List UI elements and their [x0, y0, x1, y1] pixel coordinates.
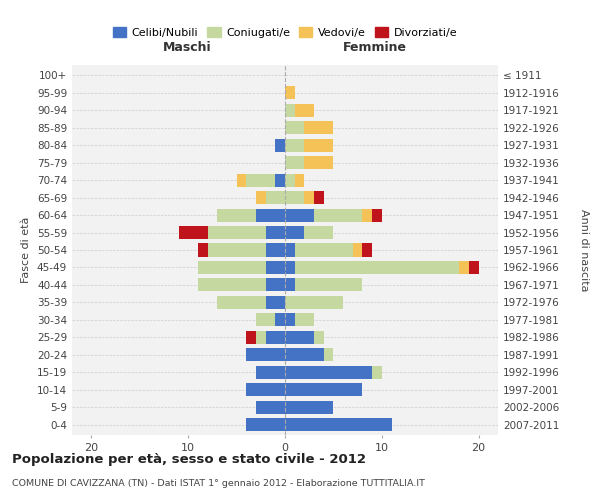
Bar [256, 330, 266, 344]
Bar [295, 314, 314, 326]
Bar [266, 278, 285, 291]
Bar [285, 156, 304, 170]
Legend: Celibi/Nubili, Coniugati/e, Vedovi/e, Divorziati/e: Celibi/Nubili, Coniugati/e, Vedovi/e, Di… [109, 22, 461, 42]
Bar [285, 138, 304, 152]
Bar [208, 244, 266, 256]
Bar [285, 191, 304, 204]
Bar [285, 174, 295, 186]
Bar [198, 278, 266, 291]
Bar [266, 330, 285, 344]
Bar [285, 348, 324, 362]
Bar [285, 383, 362, 396]
Bar [285, 261, 295, 274]
Bar [179, 226, 208, 239]
Text: Maschi: Maschi [163, 41, 211, 54]
Bar [295, 104, 314, 117]
Y-axis label: Fasce di età: Fasce di età [22, 217, 31, 283]
Bar [285, 314, 295, 326]
Bar [236, 174, 246, 186]
Bar [285, 366, 372, 378]
Bar [285, 330, 314, 344]
Bar [304, 138, 334, 152]
Bar [314, 330, 324, 344]
Bar [459, 261, 469, 274]
Bar [256, 366, 285, 378]
Bar [266, 244, 285, 256]
Bar [246, 348, 285, 362]
Bar [362, 208, 372, 222]
Bar [285, 226, 304, 239]
Bar [372, 208, 382, 222]
Bar [304, 191, 314, 204]
Bar [353, 244, 362, 256]
Bar [295, 278, 362, 291]
Bar [198, 261, 266, 274]
Bar [285, 418, 392, 431]
Bar [304, 122, 334, 134]
Bar [285, 104, 295, 117]
Bar [256, 400, 285, 413]
Bar [217, 296, 266, 309]
Bar [285, 278, 295, 291]
Bar [304, 156, 334, 170]
Bar [285, 86, 295, 100]
Y-axis label: Anni di nascita: Anni di nascita [579, 209, 589, 291]
Bar [275, 174, 285, 186]
Bar [246, 383, 285, 396]
Bar [469, 261, 479, 274]
Bar [246, 330, 256, 344]
Bar [217, 208, 256, 222]
Text: Femmine: Femmine [343, 41, 406, 54]
Bar [266, 191, 285, 204]
Bar [362, 244, 372, 256]
Bar [256, 208, 285, 222]
Bar [295, 261, 459, 274]
Bar [246, 418, 285, 431]
Bar [285, 244, 295, 256]
Text: Popolazione per età, sesso e stato civile - 2012: Popolazione per età, sesso e stato civil… [12, 452, 366, 466]
Text: COMUNE DI CAVIZZANA (TN) - Dati ISTAT 1° gennaio 2012 - Elaborazione TUTTITALIA.: COMUNE DI CAVIZZANA (TN) - Dati ISTAT 1°… [12, 479, 425, 488]
Bar [285, 122, 304, 134]
Bar [266, 226, 285, 239]
Bar [372, 366, 382, 378]
Bar [295, 174, 304, 186]
Bar [266, 261, 285, 274]
Bar [285, 296, 343, 309]
Bar [256, 314, 275, 326]
Bar [275, 314, 285, 326]
Bar [304, 226, 334, 239]
Bar [266, 296, 285, 309]
Bar [275, 138, 285, 152]
Bar [295, 244, 353, 256]
Bar [246, 174, 275, 186]
Bar [324, 348, 334, 362]
Bar [256, 191, 266, 204]
Bar [314, 208, 362, 222]
Bar [198, 244, 208, 256]
Bar [208, 226, 266, 239]
Bar [285, 208, 314, 222]
Bar [314, 191, 324, 204]
Bar [285, 400, 334, 413]
